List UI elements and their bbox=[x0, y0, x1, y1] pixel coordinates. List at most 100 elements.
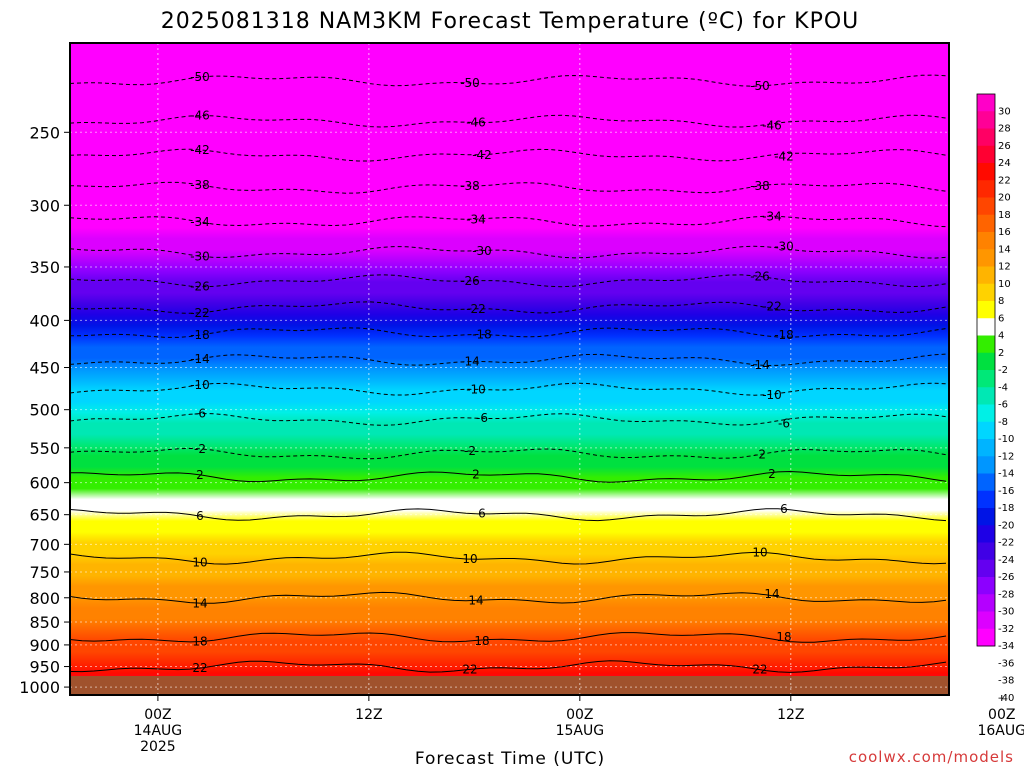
colorbar-label: -14 bbox=[998, 469, 1014, 480]
colorbar-segment bbox=[977, 180, 995, 198]
y-tick-label: 950 bbox=[29, 658, 60, 677]
x-tick-label: 00Z bbox=[988, 707, 1015, 723]
isotherm-label: -50 bbox=[190, 70, 210, 84]
y-tick-label: 900 bbox=[29, 636, 60, 655]
colorbar-label: 12 bbox=[998, 262, 1011, 273]
x-tick-label: 12Z bbox=[777, 707, 804, 723]
isotherm-label: -46 bbox=[190, 109, 210, 123]
y-tick-label: 350 bbox=[29, 258, 60, 277]
isotherm-label: -2 bbox=[464, 444, 476, 458]
y-tick-label: 450 bbox=[29, 359, 60, 378]
isotherm-label: -6 bbox=[476, 411, 488, 425]
isotherm-label: -18 bbox=[190, 328, 210, 342]
isotherm-label: 2 bbox=[472, 468, 480, 482]
colorbar-segment bbox=[977, 318, 995, 336]
colorbar-label: 20 bbox=[998, 193, 1011, 204]
y-tick-label: 700 bbox=[29, 535, 60, 554]
isotherm-label: -6 bbox=[778, 417, 790, 431]
colorbar-label: -26 bbox=[998, 572, 1014, 583]
colorbar-segment bbox=[977, 335, 995, 354]
colorbar-segment bbox=[977, 404, 995, 423]
y-tick-label: 800 bbox=[29, 589, 60, 608]
isotherm-label: -50 bbox=[460, 76, 480, 90]
colorbar-segment bbox=[977, 456, 995, 474]
isotherm-label: -6 bbox=[194, 407, 206, 421]
isotherm-label: -22 bbox=[190, 306, 210, 320]
colorbar-label: -36 bbox=[998, 658, 1014, 669]
colorbar-label: -40 bbox=[998, 693, 1014, 704]
colorbar-segment bbox=[977, 628, 995, 647]
colorbar-label: 8 bbox=[998, 296, 1004, 307]
isotherm-line bbox=[69, 508, 947, 522]
colorbar-label: -28 bbox=[998, 589, 1014, 600]
isotherm-line bbox=[69, 551, 947, 565]
colorbar-label: 4 bbox=[998, 331, 1004, 342]
isotherm-label: -42 bbox=[190, 143, 210, 157]
colorbar-label: 22 bbox=[998, 175, 1011, 186]
isotherm-line bbox=[69, 470, 947, 483]
isotherm-label: 10 bbox=[192, 556, 207, 570]
colorbar-segment bbox=[977, 421, 995, 440]
isotherm-label: -2 bbox=[754, 448, 766, 462]
colorbar-segment bbox=[977, 490, 995, 509]
isotherm-label: -42 bbox=[774, 150, 794, 164]
isotherm-label: 6 bbox=[478, 507, 486, 521]
colorbar-label: 18 bbox=[998, 210, 1011, 221]
colorbar-segment bbox=[977, 214, 995, 233]
isotherm-label: -14 bbox=[190, 352, 210, 366]
isotherm-label: -42 bbox=[472, 148, 492, 162]
colorbar-label: -18 bbox=[998, 503, 1014, 514]
colorbar-label: 16 bbox=[998, 227, 1011, 238]
colorbar-label: -2 bbox=[998, 365, 1008, 376]
isotherm-label: -26 bbox=[750, 269, 770, 283]
colorbar-segment bbox=[977, 559, 995, 578]
y-tick-label: 250 bbox=[29, 123, 60, 142]
isotherm-label: 18 bbox=[474, 634, 489, 648]
colorbar-segment bbox=[977, 352, 995, 371]
isotherm-label: 14 bbox=[192, 596, 207, 610]
colorbar-label: -12 bbox=[998, 451, 1014, 462]
y-tick-label: 850 bbox=[29, 613, 60, 632]
colorbar-label: 26 bbox=[998, 141, 1011, 152]
credit-link[interactable]: coolwx.com/models bbox=[849, 748, 1014, 766]
colorbar-frame bbox=[976, 93, 996, 647]
colorbar-segment bbox=[977, 508, 995, 526]
isotherm-label: -2 bbox=[194, 442, 206, 456]
x-tick-label: 12Z bbox=[355, 707, 382, 723]
isotherm-label: -30 bbox=[472, 244, 492, 258]
colorbar-segment bbox=[977, 525, 995, 543]
colorbar-segment bbox=[977, 370, 995, 388]
isotherm-label: -30 bbox=[774, 239, 794, 253]
isotherm-label: 18 bbox=[192, 635, 207, 649]
isotherm-label: 6 bbox=[780, 502, 788, 516]
colorbar-segment bbox=[977, 232, 995, 250]
colorbar-segment bbox=[977, 387, 995, 405]
isotherm-label: 14 bbox=[764, 587, 779, 601]
colorbar-label: -10 bbox=[998, 434, 1014, 445]
colorbar-label: -24 bbox=[998, 555, 1014, 566]
isotherm-label: -22 bbox=[762, 299, 782, 313]
colorbar-label: -6 bbox=[998, 400, 1008, 411]
colorbar-segment bbox=[977, 473, 995, 492]
isotherm-label: -34 bbox=[466, 212, 486, 226]
isotherm-label: -46 bbox=[762, 118, 782, 132]
y-tick-label: 300 bbox=[29, 196, 60, 215]
x-tick-label: 00Z bbox=[566, 707, 593, 723]
isotherm-label: 10 bbox=[752, 545, 767, 559]
y-tick-label: 650 bbox=[29, 506, 60, 525]
isotherm-label: -10 bbox=[190, 378, 210, 392]
colorbar-segment bbox=[977, 111, 995, 129]
colorbar-label: -38 bbox=[998, 676, 1014, 687]
x-tick-label: 14AUG bbox=[134, 723, 183, 739]
colorbar-segment bbox=[977, 197, 995, 216]
isotherm-label: 14 bbox=[468, 594, 483, 608]
isotherm-label: -38 bbox=[460, 179, 480, 193]
colorbar: 30 28 26 24 22 20 18 16 14 12 10 8 6 4 2 -2 -4 -6 -8 -10 -12… bbox=[976, 93, 1014, 704]
colorbar-label: 24 bbox=[998, 158, 1011, 169]
colorbar-label: -30 bbox=[998, 607, 1014, 618]
isotherm-label: 2 bbox=[768, 467, 776, 481]
isotherm-label: 10 bbox=[462, 552, 477, 566]
isotherm-label: 22 bbox=[752, 663, 767, 677]
isotherm-label: -26 bbox=[460, 274, 480, 288]
